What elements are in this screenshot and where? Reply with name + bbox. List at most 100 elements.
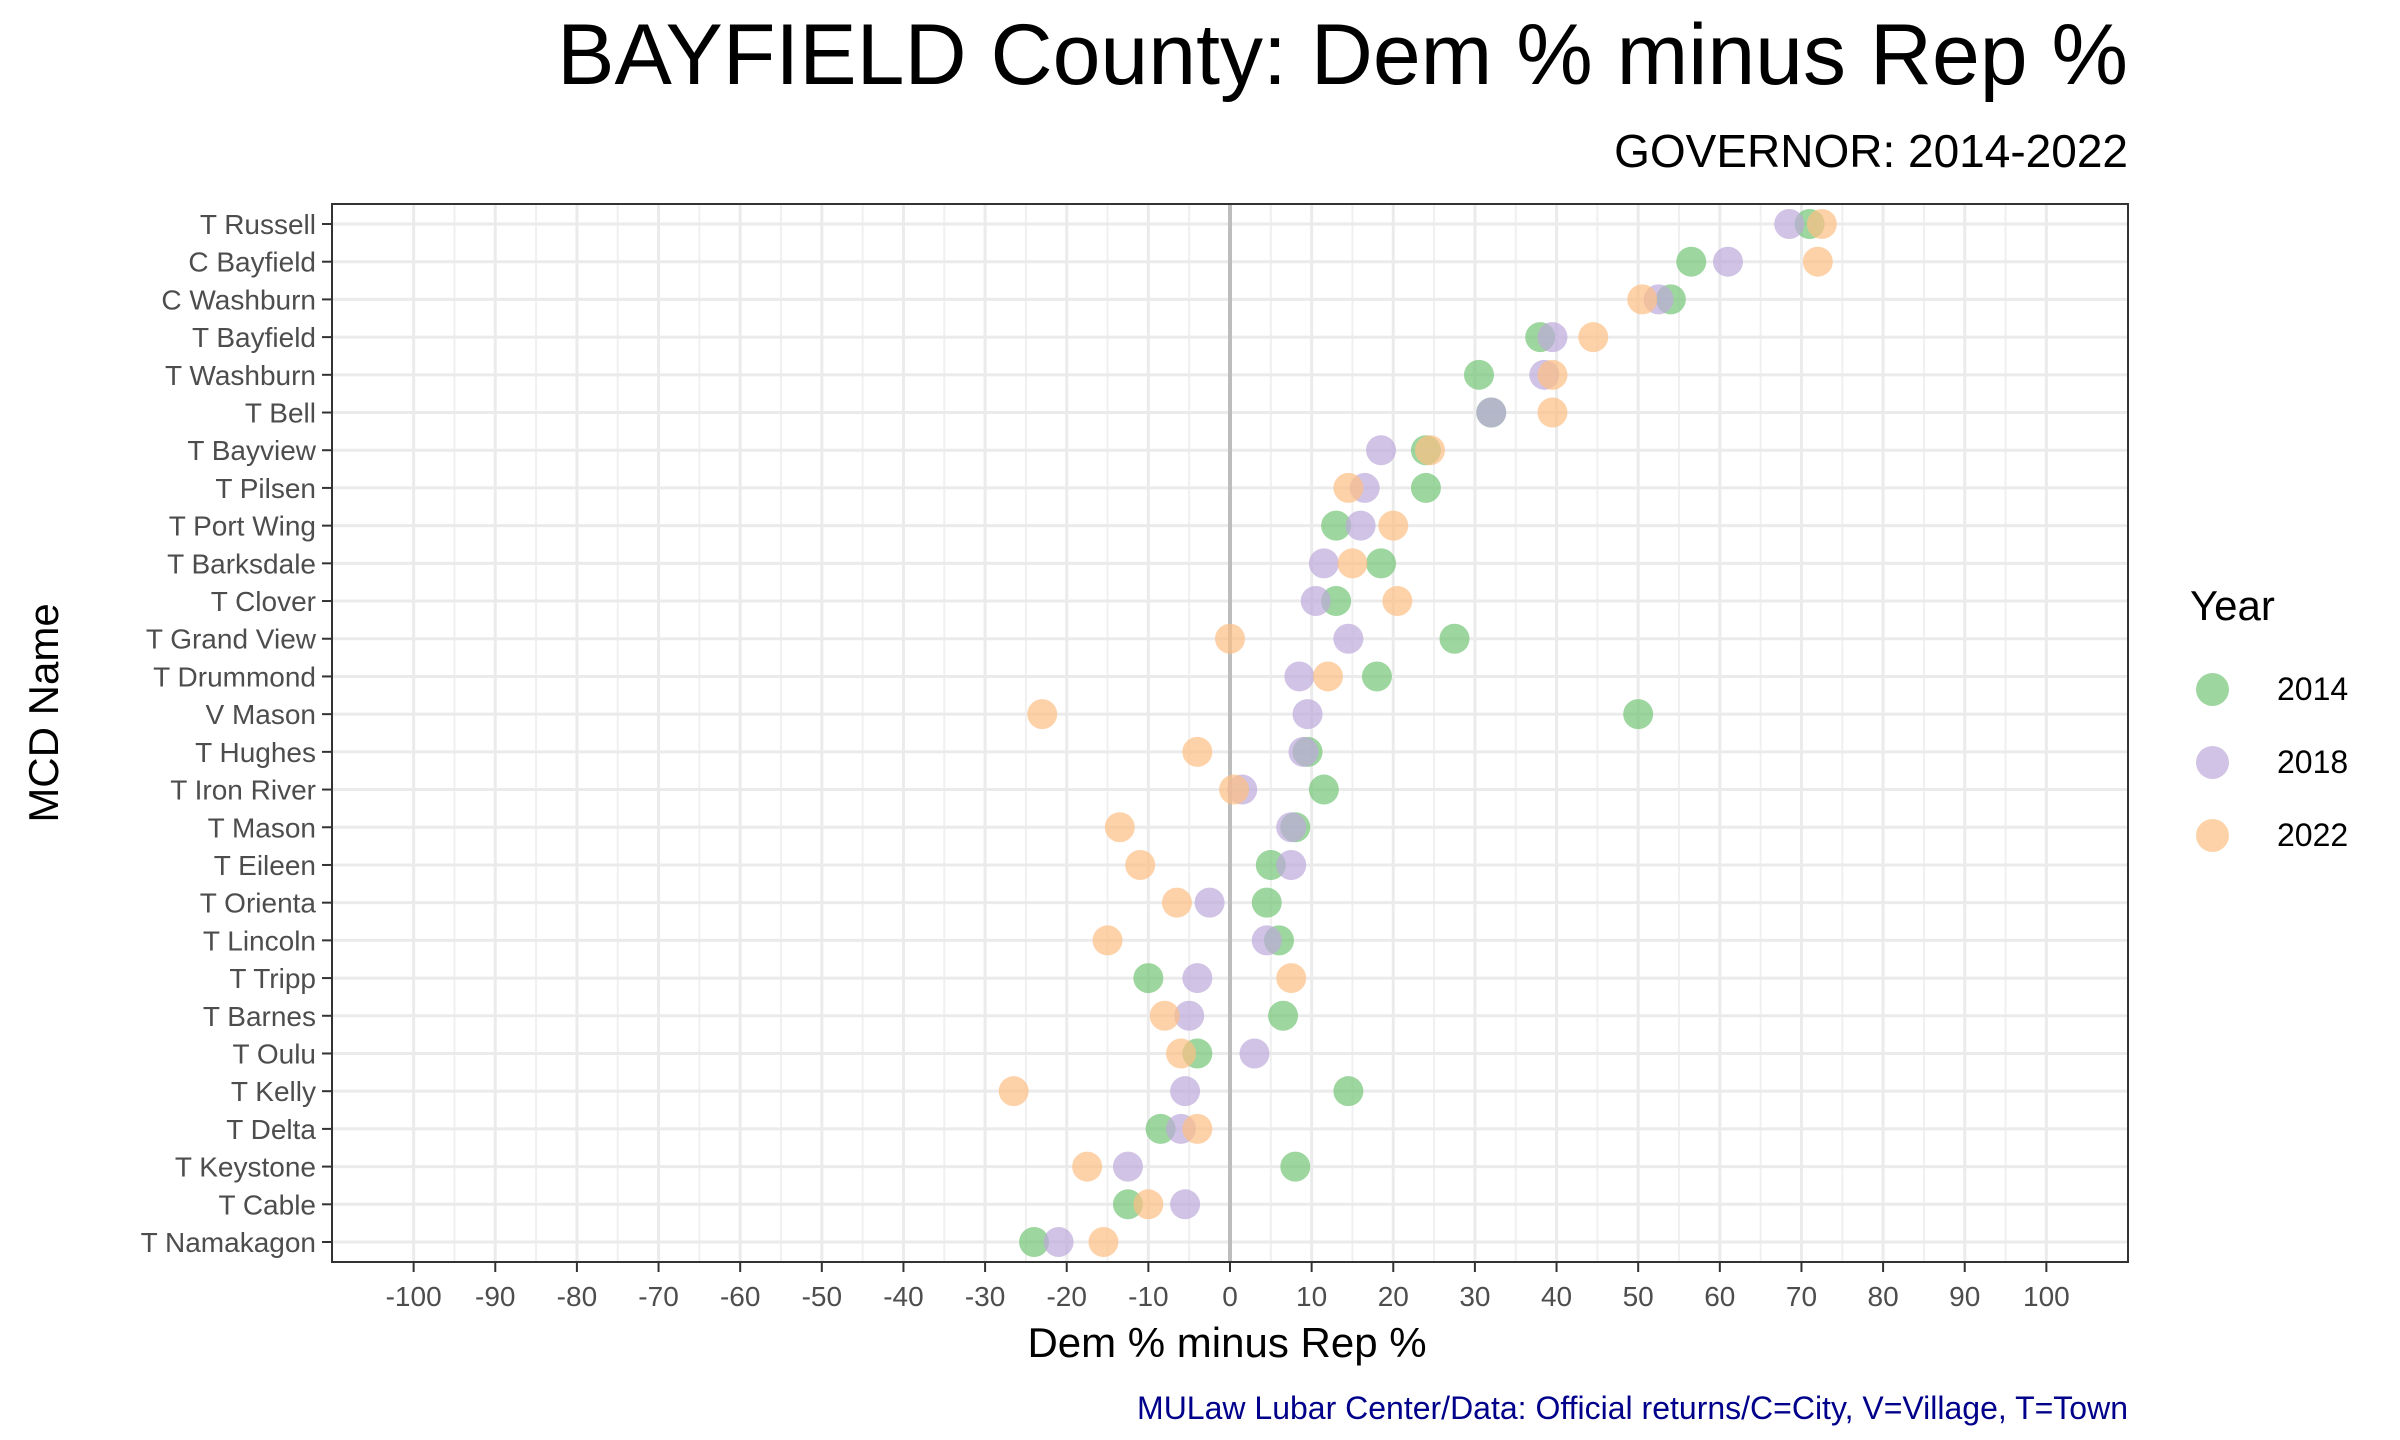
point-2014 — [1019, 1227, 1050, 1257]
x-tick-label: 40 — [1541, 1281, 1572, 1312]
point-2022 — [1337, 548, 1368, 579]
x-tick-label: 80 — [1868, 1281, 1899, 1312]
x-tick-label: 90 — [1949, 1281, 1980, 1312]
y-tick-label: T Hughes — [195, 737, 316, 768]
point-2018 — [1292, 699, 1323, 730]
point-2022 — [998, 1076, 1029, 1107]
point-2018 — [1182, 963, 1213, 994]
y-tick-label: T Barnes — [203, 1001, 316, 1032]
point-2014 — [1361, 661, 1392, 692]
y-tick-label: T Kelly — [231, 1076, 316, 1107]
y-tick-label: T Barksdale — [167, 548, 316, 579]
legend-swatch-2022 — [2196, 819, 2229, 852]
legend: Year 2014 2018 2022 — [2190, 585, 2348, 872]
y-tick-label: T Delta — [226, 1114, 316, 1145]
y-tick-label: T Drummond — [153, 661, 316, 692]
point-2022 — [1802, 246, 1833, 277]
point-2014 — [1308, 774, 1339, 805]
legend-swatch-2014 — [2196, 673, 2229, 706]
y-tick-label: T Bayfield — [192, 322, 316, 353]
y-axis-label: MCD Name — [20, 603, 67, 823]
x-tick-label: 50 — [1623, 1281, 1654, 1312]
point-2014 — [1676, 246, 1707, 277]
point-2018 — [1170, 1189, 1201, 1220]
point-2018 — [1712, 246, 1743, 277]
point-2018 — [1276, 849, 1307, 880]
point-2018 — [1251, 925, 1282, 956]
y-tick-label: T Grand View — [146, 624, 317, 655]
x-tick-label: -100 — [386, 1281, 442, 1312]
x-tick-label: 70 — [1786, 1281, 1817, 1312]
point-2014 — [1268, 1000, 1299, 1031]
x-tick-label: 0 — [1222, 1281, 1238, 1312]
point-2022 — [1537, 359, 1568, 390]
point-2022 — [1182, 1113, 1213, 1144]
x-tick-label: 20 — [1378, 1281, 1409, 1312]
point-2018 — [1276, 812, 1307, 843]
y-tick-label: T Pilsen — [215, 473, 316, 504]
point-2018 — [1774, 209, 1805, 239]
point-2022 — [1092, 925, 1123, 956]
point-2018 — [1043, 1227, 1074, 1257]
point-2018 — [1537, 322, 1568, 353]
point-2018 — [1300, 586, 1331, 617]
y-tick-label: T Orienta — [200, 888, 317, 919]
point-2022 — [1806, 209, 1837, 239]
point-2018 — [1333, 623, 1364, 654]
y-tick-label: T Lincoln — [203, 925, 316, 956]
y-tick-label: T Russell — [200, 209, 316, 240]
point-2018 — [1239, 1038, 1270, 1069]
y-tick-label: T Iron River — [170, 775, 316, 806]
point-2022 — [1578, 322, 1609, 353]
x-tick-label: -60 — [720, 1281, 760, 1312]
point-2022 — [1276, 963, 1307, 994]
point-2018 — [1366, 435, 1397, 466]
y-tick-label: T Oulu — [232, 1038, 316, 1069]
point-2022 — [1382, 586, 1413, 617]
x-tick-label: -50 — [802, 1281, 842, 1312]
x-tick-label: 10 — [1296, 1281, 1327, 1312]
y-tick-label: T Clover — [211, 586, 316, 617]
point-2022 — [1072, 1151, 1103, 1182]
point-2022 — [1333, 472, 1364, 503]
y-tick-label: T Port Wing — [169, 511, 316, 542]
point-2018 — [1288, 736, 1319, 767]
y-tick-label: T Cable — [218, 1189, 316, 1220]
point-2022 — [1415, 435, 1446, 466]
legend-title: Year — [2190, 582, 2275, 629]
point-2014 — [1251, 887, 1282, 918]
x-axis-label: Dem % minus Rep % — [1027, 1319, 1427, 1366]
point-2022 — [1219, 774, 1250, 805]
point-2022 — [1627, 284, 1658, 315]
point-2022 — [1133, 1189, 1164, 1220]
point-2014 — [1439, 623, 1470, 654]
chart-subtitle: GOVERNOR: 2014-2022 — [1614, 125, 2128, 177]
x-tick-label: 60 — [1704, 1281, 1735, 1312]
point-2014 — [1280, 1151, 1311, 1182]
y-tick-label: T Bell — [245, 398, 316, 429]
legend-label-2018: 2018 — [2277, 744, 2349, 780]
point-2022 — [1312, 661, 1343, 692]
point-2014 — [1321, 510, 1352, 541]
x-tick-label: -90 — [475, 1281, 515, 1312]
point-2014 — [1463, 359, 1494, 390]
point-2014 — [1333, 1076, 1364, 1107]
x-tick-label: -40 — [883, 1281, 923, 1312]
point-2022 — [1537, 397, 1568, 428]
x-tick-label: -70 — [638, 1281, 678, 1312]
point-2018 — [1345, 510, 1376, 541]
point-2022 — [1027, 699, 1058, 730]
y-tick-label: T Bayview — [187, 435, 316, 466]
y-tick-label: T Eileen — [214, 850, 316, 881]
legend-item-2018: 2018 — [2190, 726, 2348, 799]
point-2022 — [1088, 1227, 1119, 1257]
x-tick-label: 30 — [1459, 1281, 1490, 1312]
point-2022 — [1378, 510, 1409, 541]
y-tick-label: C Washburn — [161, 284, 316, 315]
point-2018 — [1308, 548, 1339, 579]
point-2022 — [1104, 812, 1135, 843]
y-tick-label: T Namakagon — [141, 1227, 316, 1258]
point-2022 — [1215, 623, 1245, 654]
chart-caption: MULaw Lubar Center/Data: Official return… — [1137, 1390, 2128, 1426]
legend-label-2014: 2014 — [2277, 671, 2349, 707]
